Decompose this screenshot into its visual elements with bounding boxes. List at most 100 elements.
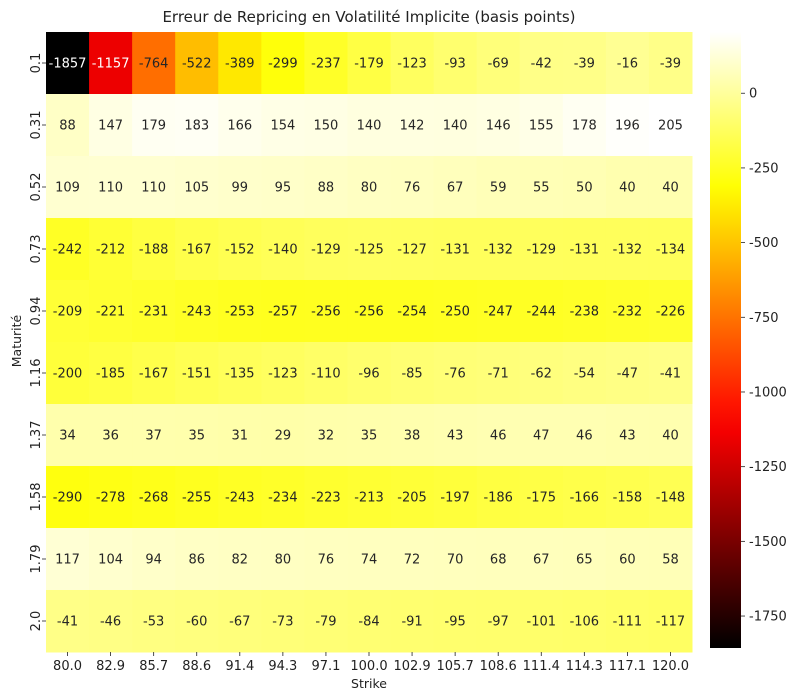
heatmap-cell: [218, 466, 262, 529]
cell-value-label: 32: [318, 429, 335, 444]
cell-value-label: -101: [527, 615, 557, 630]
cell-value-label: -255: [182, 491, 212, 506]
cell-value-label: -93: [445, 57, 466, 72]
heatmap-cell: [132, 404, 176, 467]
x-axis-label: Strike: [351, 676, 387, 691]
cell-value-label: -237: [311, 57, 341, 72]
heatmap-cell: [218, 280, 262, 343]
heatmap-cell: [605, 32, 650, 95]
heatmap-cell: [261, 94, 305, 157]
y-axis-label: Maturité: [9, 314, 24, 367]
y-tick-label: 0.52: [29, 173, 44, 202]
cell-value-label: 59: [490, 181, 507, 196]
cell-value-label: -247: [483, 305, 513, 320]
cell-value-label: 50: [576, 181, 593, 196]
cell-value-label: 88: [59, 119, 76, 134]
heatmap-cell: [648, 590, 693, 653]
cell-value-label: 82: [232, 553, 249, 568]
cell-value-label: -223: [311, 491, 341, 506]
colorbar-tick-label: -750: [749, 311, 779, 326]
y-tick-label: 1.79: [29, 545, 44, 574]
cell-value-label: 142: [400, 119, 425, 134]
heatmap-cell: [261, 280, 305, 343]
heatmap-cell: [304, 590, 348, 653]
heatmap-cell: [261, 404, 305, 467]
heatmap-cell: [261, 218, 305, 281]
cell-value-label: 76: [318, 553, 335, 568]
cell-value-label: -256: [354, 305, 384, 320]
heatmap-cell: [46, 94, 90, 157]
cell-value-label: -132: [613, 243, 643, 258]
heatmap-cell: [89, 404, 133, 467]
heatmap-cell: [175, 528, 219, 591]
heatmap-cell: [605, 342, 650, 405]
cell-value-label: -152: [225, 243, 255, 258]
cell-value-label: -135: [225, 367, 255, 382]
cell-value-label: -158: [613, 491, 643, 506]
heatmap-cell: [175, 32, 219, 95]
cell-value-label: 105: [184, 181, 209, 196]
colorbar-ticks: 0 -250 -500 -750 -1000 -1250 -1500 -1750: [741, 87, 787, 625]
cell-value-label: -244: [527, 305, 557, 320]
cell-value-label: -54: [574, 367, 595, 382]
heatmap-cell: [132, 156, 176, 219]
heatmap-cell: [648, 528, 693, 591]
cell-value-label: -238: [570, 305, 600, 320]
cell-value-label: 58: [662, 553, 679, 568]
heatmap-cell: [132, 528, 176, 591]
heatmap-cell: [218, 404, 262, 467]
heatmap-cell: [605, 218, 650, 281]
cell-value-label: -389: [225, 57, 255, 72]
cell-value-label: -166: [570, 491, 600, 506]
cell-value-label: -132: [483, 243, 513, 258]
heatmap-cell: [175, 218, 219, 281]
cell-value-label: 29: [275, 429, 292, 444]
cell-value-label: -85: [401, 367, 422, 382]
heatmap-cell: [304, 404, 348, 467]
heatmap-cell: [562, 94, 607, 157]
heatmap-cell: [648, 94, 693, 157]
heatmap-cell: [46, 404, 90, 467]
heatmap-cell: [390, 466, 435, 529]
heatmap-cell: [605, 590, 650, 653]
heatmap-cell: [304, 528, 348, 591]
heatmap-cell: [390, 528, 435, 591]
cell-value-label: 68: [490, 553, 507, 568]
heatmap-cell: [562, 156, 607, 219]
cell-value-label: -123: [397, 57, 427, 72]
heatmap-cell: [89, 156, 133, 219]
heatmap-cell: [390, 156, 435, 219]
x-axis-ticks: 80.0 82.9 85.7 88.6 91.4 94.3 97.1 100.0 102.9 10…: [53, 652, 689, 674]
cell-value-label: -250: [440, 305, 470, 320]
cell-value-label: 60: [619, 553, 636, 568]
heatmap-cell: [304, 280, 348, 343]
cell-value-label: 117: [55, 553, 80, 568]
heatmap-cell: [476, 528, 521, 591]
cell-value-label: -129: [311, 243, 341, 258]
cell-value-label: 155: [529, 119, 554, 134]
cell-value-label: -179: [354, 57, 384, 72]
heatmap-cell: [89, 342, 133, 405]
heatmap-cell: [605, 280, 650, 343]
heatmap-cell: [433, 94, 478, 157]
heatmap-cell: [476, 32, 521, 95]
heatmap-cell: [476, 94, 521, 157]
cell-value-label: -71: [488, 367, 509, 382]
cell-value-label: 109: [55, 181, 80, 196]
colorbar-tick-label: -1250: [749, 460, 787, 475]
heatmap-cell: [347, 528, 392, 591]
heatmap-cell: [46, 342, 90, 405]
cell-value-label: 140: [443, 119, 468, 134]
x-tick-label: 105.7: [437, 659, 474, 674]
heatmap-cell: [261, 156, 305, 219]
heatmap-cell: [519, 590, 564, 653]
cell-value-label: -110: [311, 367, 341, 382]
heatmap-cell: [433, 404, 478, 467]
heatmap-cell: [175, 466, 219, 529]
heatmap-cell: [175, 156, 219, 219]
heatmap-cell: [562, 590, 607, 653]
heatmap-cell: [562, 280, 607, 343]
heatmap-cell: [519, 528, 564, 591]
heatmap-cell: [605, 528, 650, 591]
cell-value-label: -175: [527, 491, 557, 506]
